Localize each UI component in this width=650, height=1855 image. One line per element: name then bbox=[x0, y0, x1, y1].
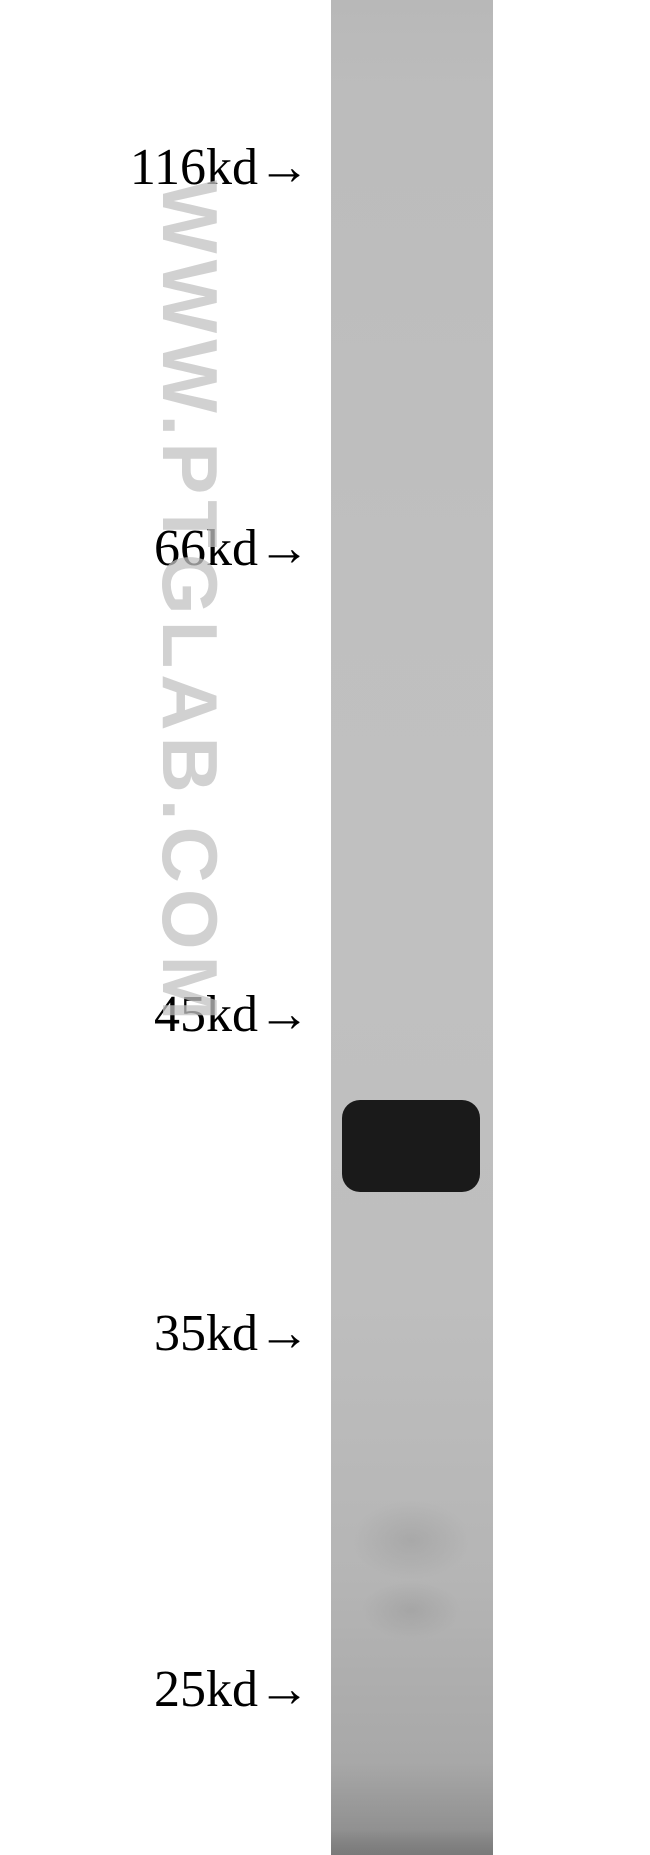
lane-smudge bbox=[361, 1580, 461, 1640]
marker-label-text: 25kd bbox=[154, 1661, 258, 1718]
lane-smudge bbox=[351, 1500, 471, 1580]
marker-35kd: 35kd→ bbox=[154, 1304, 310, 1363]
arrow-icon: → bbox=[258, 139, 310, 196]
marker-label-text: 35kd bbox=[154, 1305, 258, 1362]
arrow-icon: → bbox=[258, 1305, 310, 1362]
protein-band bbox=[342, 1100, 480, 1192]
marker-25kd: 25kd→ bbox=[154, 1660, 310, 1719]
blot-lane bbox=[331, 0, 493, 1855]
arrow-icon: → bbox=[258, 1661, 310, 1718]
arrow-icon: → bbox=[258, 520, 310, 577]
western-blot-figure: WWW.PTGLAB.COM 116kd→ 66kd→ 45kd→ 35kd→ … bbox=[0, 0, 650, 1855]
lane-bottom-shadow bbox=[331, 1830, 493, 1855]
arrow-icon: → bbox=[258, 986, 310, 1043]
watermark-text: WWW.PTGLAB.COM bbox=[144, 180, 235, 1027]
